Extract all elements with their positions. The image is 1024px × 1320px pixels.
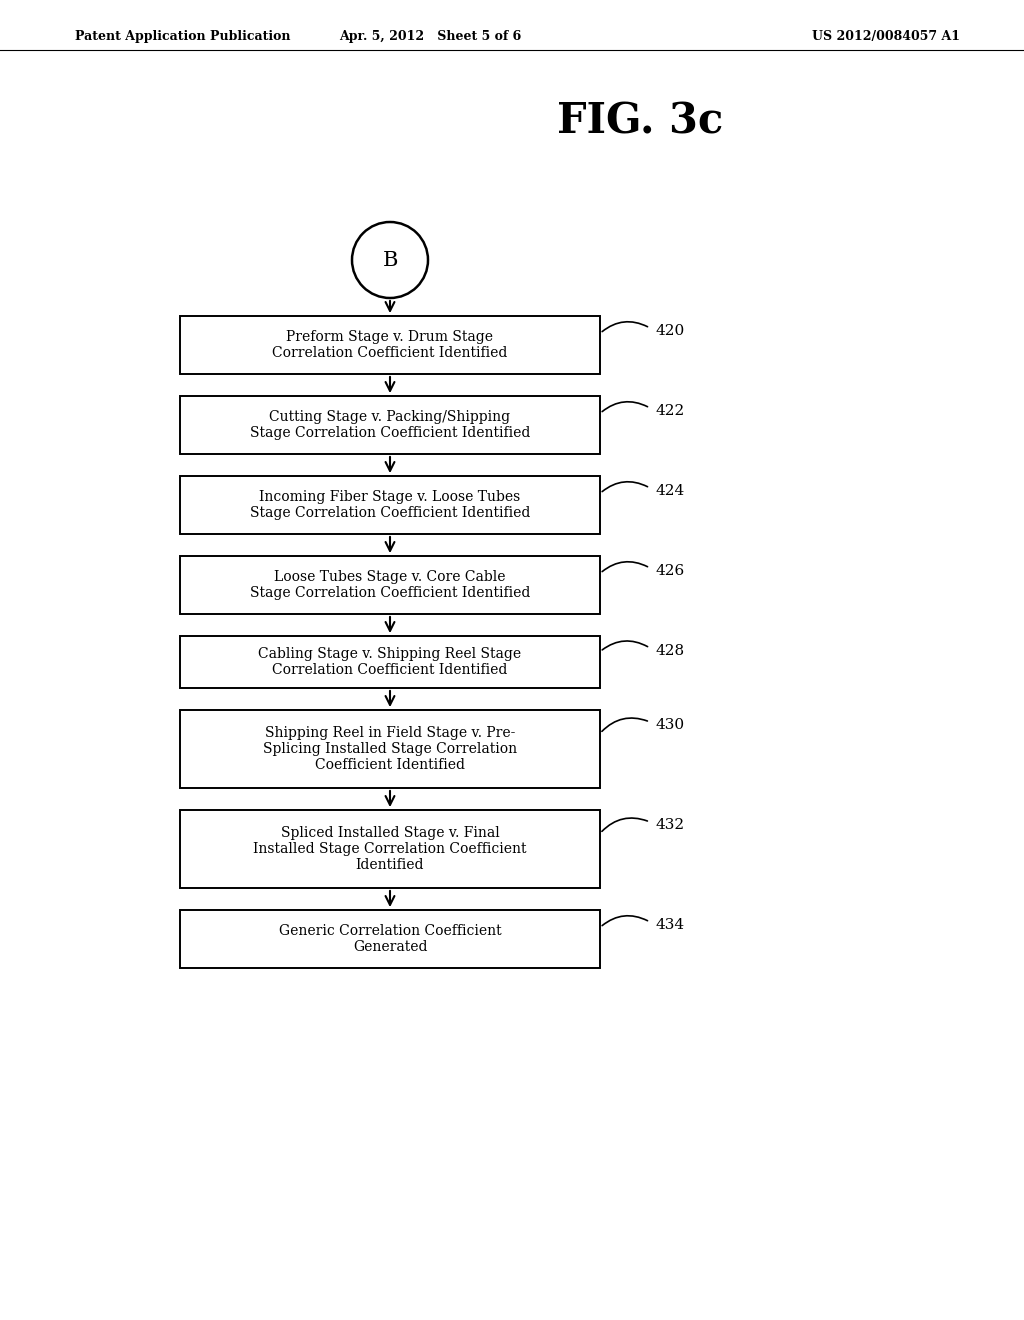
FancyBboxPatch shape — [180, 810, 600, 888]
Text: Apr. 5, 2012   Sheet 5 of 6: Apr. 5, 2012 Sheet 5 of 6 — [339, 30, 521, 44]
Text: Preform Stage v. Drum Stage
Correlation Coefficient Identified: Preform Stage v. Drum Stage Correlation … — [272, 330, 508, 360]
FancyBboxPatch shape — [180, 909, 600, 968]
Text: Cutting Stage v. Packing/Shipping
Stage Correlation Coefficient Identified: Cutting Stage v. Packing/Shipping Stage … — [250, 411, 530, 440]
Text: Shipping Reel in Field Stage v. Pre-
Splicing Installed Stage Correlation
Coeffi: Shipping Reel in Field Stage v. Pre- Spl… — [263, 726, 517, 772]
Text: FIG. 3c: FIG. 3c — [557, 100, 723, 143]
Ellipse shape — [352, 222, 428, 298]
Text: Loose Tubes Stage v. Core Cable
Stage Correlation Coefficient Identified: Loose Tubes Stage v. Core Cable Stage Co… — [250, 570, 530, 601]
FancyBboxPatch shape — [180, 556, 600, 614]
Text: 434: 434 — [655, 917, 684, 932]
FancyBboxPatch shape — [180, 636, 600, 688]
Text: 432: 432 — [655, 818, 684, 832]
Text: 428: 428 — [655, 644, 684, 657]
Text: Patent Application Publication: Patent Application Publication — [75, 30, 291, 44]
Text: US 2012/0084057 A1: US 2012/0084057 A1 — [812, 30, 961, 44]
FancyBboxPatch shape — [180, 477, 600, 535]
Text: Generic Correlation Coefficient
Generated: Generic Correlation Coefficient Generate… — [279, 924, 502, 954]
Text: 420: 420 — [655, 323, 684, 338]
Text: Incoming Fiber Stage v. Loose Tubes
Stage Correlation Coefficient Identified: Incoming Fiber Stage v. Loose Tubes Stag… — [250, 490, 530, 520]
Text: Cabling Stage v. Shipping Reel Stage
Correlation Coefficient Identified: Cabling Stage v. Shipping Reel Stage Cor… — [258, 647, 521, 677]
Text: B: B — [382, 251, 397, 269]
Text: 422: 422 — [655, 404, 684, 418]
Text: Spliced Installed Stage v. Final
Installed Stage Correlation Coefficient
Identif: Spliced Installed Stage v. Final Install… — [253, 826, 526, 873]
Text: 424: 424 — [655, 484, 684, 498]
Text: 430: 430 — [655, 718, 684, 733]
Text: 426: 426 — [655, 564, 684, 578]
FancyBboxPatch shape — [180, 710, 600, 788]
FancyBboxPatch shape — [180, 396, 600, 454]
FancyBboxPatch shape — [180, 315, 600, 374]
